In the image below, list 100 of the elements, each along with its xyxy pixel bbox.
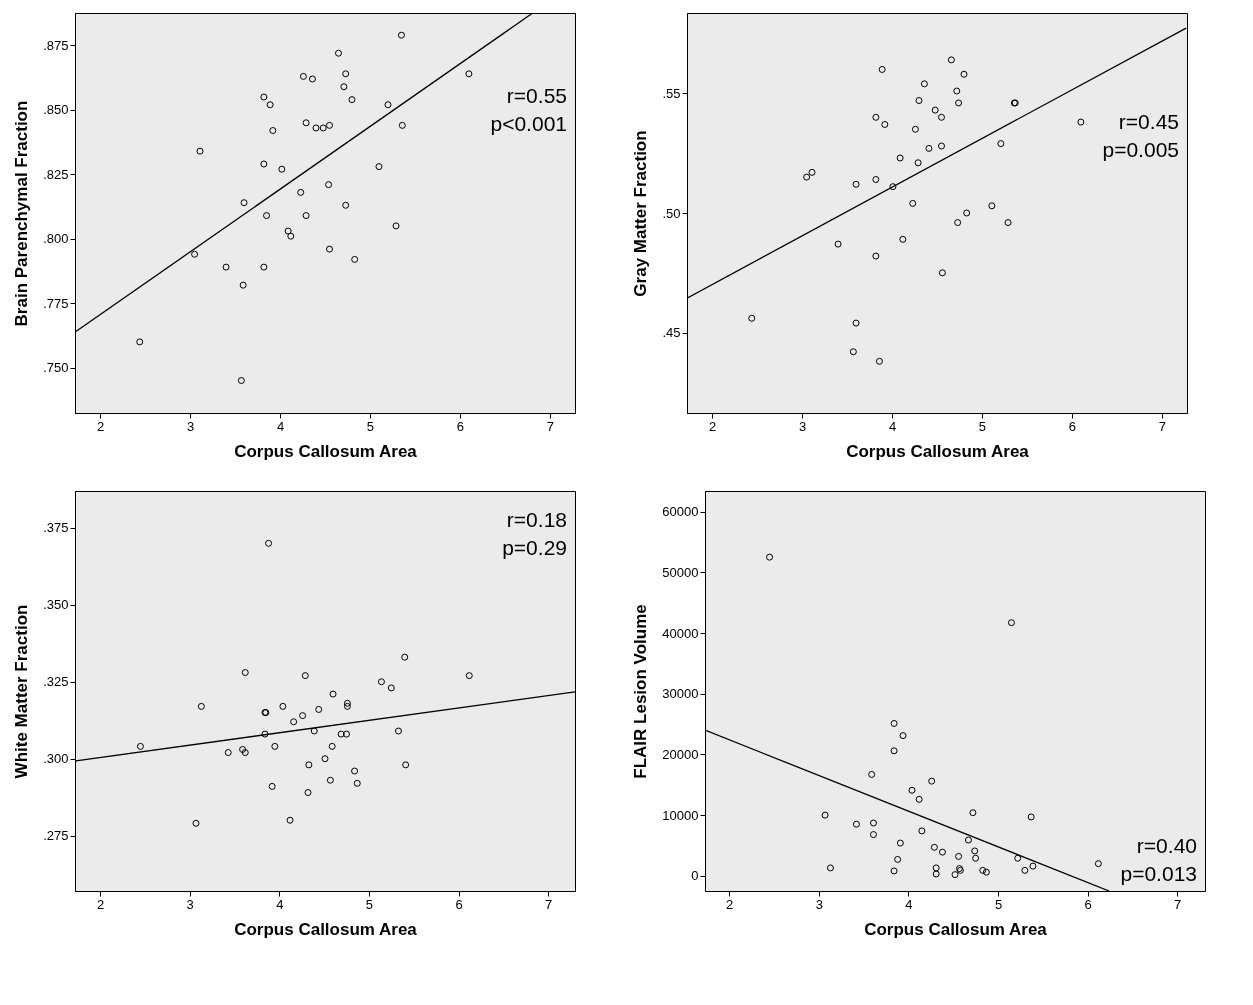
point xyxy=(279,702,287,710)
point xyxy=(224,749,232,757)
point xyxy=(826,864,834,872)
point xyxy=(889,183,897,191)
x-tick-label: 3 xyxy=(815,896,823,912)
point xyxy=(960,70,968,78)
y-tick-label: .45 xyxy=(662,325,681,341)
y-tick-label: .50 xyxy=(662,205,681,221)
point xyxy=(868,770,876,778)
point xyxy=(969,809,977,817)
point xyxy=(299,712,307,720)
x-tick-label: 6 xyxy=(455,896,463,912)
point xyxy=(465,70,473,78)
y-tick-label: 60000 xyxy=(662,504,699,520)
point xyxy=(821,811,829,819)
point xyxy=(302,212,310,220)
annotation: r=0.40 xyxy=(1136,834,1197,857)
point xyxy=(351,767,359,775)
y-tick-label: 0 xyxy=(691,868,699,884)
point xyxy=(955,99,963,107)
y-tick-label: 40000 xyxy=(662,625,699,641)
y-axis-title: Gray Matter Fraction xyxy=(631,130,651,297)
point xyxy=(972,854,980,862)
point xyxy=(766,553,774,561)
point xyxy=(894,855,902,863)
point xyxy=(872,176,880,183)
point xyxy=(1029,862,1037,870)
y-tick-label: .800 xyxy=(43,231,69,247)
point xyxy=(343,699,351,707)
point xyxy=(899,235,907,243)
y-tick-label: .325 xyxy=(43,674,69,690)
x-tick-label: 2 xyxy=(97,418,105,434)
point xyxy=(394,727,402,735)
x-axis-title: Corpus Callosum Area xyxy=(846,441,1030,461)
point xyxy=(321,755,329,763)
point xyxy=(915,97,923,105)
point xyxy=(241,669,249,677)
point xyxy=(872,113,880,121)
y-tick-label: .350 xyxy=(43,597,69,613)
point xyxy=(299,72,307,80)
point xyxy=(192,819,200,827)
point xyxy=(401,653,409,661)
y-tick-label: 10000 xyxy=(662,807,699,823)
point xyxy=(265,539,273,547)
point xyxy=(326,245,333,253)
point xyxy=(353,779,361,787)
x-tick-label: 3 xyxy=(798,418,807,434)
point xyxy=(954,219,962,227)
y-tick-label: .775 xyxy=(43,295,69,311)
y-tick-label: .875 xyxy=(43,37,69,53)
point xyxy=(465,672,473,680)
point xyxy=(938,848,946,856)
point xyxy=(222,263,230,271)
annotation: p<0.001 xyxy=(490,112,567,136)
y-tick-label: .300 xyxy=(43,751,69,767)
point xyxy=(914,159,922,167)
y-tick-label: .55 xyxy=(662,85,681,101)
y-tick-label: .750 xyxy=(43,360,69,376)
point xyxy=(305,761,313,769)
point xyxy=(260,263,268,271)
point xyxy=(803,173,811,181)
point xyxy=(971,847,979,855)
point xyxy=(302,119,310,127)
point xyxy=(997,140,1005,148)
x-tick-label: 2 xyxy=(96,896,105,912)
point xyxy=(325,181,333,189)
point xyxy=(947,56,955,64)
x-tick-label: 5 xyxy=(994,896,1003,912)
point xyxy=(326,776,334,784)
point xyxy=(377,678,385,686)
point xyxy=(872,252,880,260)
point xyxy=(196,147,204,155)
annotation: r=0.55 xyxy=(506,84,567,108)
point xyxy=(930,843,938,851)
point xyxy=(342,70,350,78)
point xyxy=(932,864,940,872)
x-tick-label: 7 xyxy=(545,896,553,912)
point xyxy=(268,782,276,790)
point xyxy=(748,314,756,322)
x-tick-label: 5 xyxy=(978,418,987,434)
point xyxy=(271,742,279,750)
x-tick-label: 3 xyxy=(186,418,195,434)
point xyxy=(849,348,857,356)
point xyxy=(136,742,144,750)
y-axis-title: FLAIR Lesion Volume xyxy=(631,604,651,779)
point xyxy=(925,144,933,152)
point xyxy=(931,106,939,114)
point xyxy=(915,795,923,803)
x-tick-label: 2 xyxy=(709,418,717,434)
point xyxy=(1021,866,1029,874)
x-tick-label: 6 xyxy=(456,418,465,434)
point xyxy=(351,255,359,263)
point xyxy=(398,121,406,129)
annotation: r=0.18 xyxy=(506,508,567,531)
point xyxy=(191,250,199,258)
point xyxy=(932,870,940,878)
point xyxy=(286,816,294,824)
y-tick-label: 20000 xyxy=(662,746,699,762)
point xyxy=(869,831,877,839)
point xyxy=(342,201,350,209)
